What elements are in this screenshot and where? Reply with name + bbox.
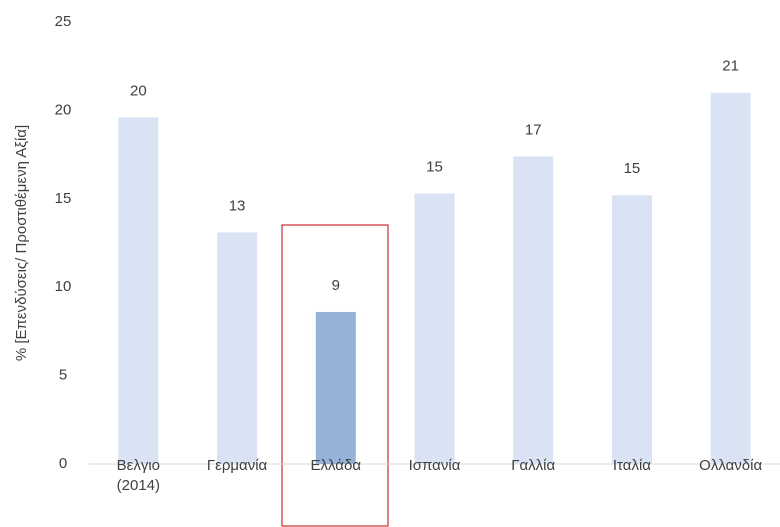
x-tick-label: Γαλλία bbox=[511, 457, 556, 474]
value-label: 13 bbox=[229, 197, 246, 214]
value-label: 21 bbox=[722, 58, 739, 75]
bar bbox=[217, 232, 258, 464]
bar bbox=[315, 311, 356, 464]
value-label: 15 bbox=[624, 160, 641, 177]
bar bbox=[118, 117, 159, 465]
value-label: 17 bbox=[525, 121, 542, 138]
y-tick-label: 20 bbox=[55, 101, 72, 118]
bar bbox=[513, 156, 554, 465]
bar bbox=[710, 92, 751, 464]
x-tick-label: Γερμανία bbox=[206, 457, 268, 474]
value-label: 20 bbox=[130, 82, 147, 99]
value-label: 15 bbox=[426, 158, 443, 175]
value-label: 9 bbox=[332, 277, 340, 294]
x-tick-label: Ελλάδα bbox=[310, 457, 362, 474]
y-tick-label: 5 bbox=[59, 367, 67, 384]
y-tick-label: 0 bbox=[59, 455, 67, 472]
bar bbox=[414, 193, 455, 464]
x-tick-label: Ολλανδία bbox=[699, 457, 763, 474]
y-axis-label: % [Επενδύσεις/ Προστιθέμενη Αξία] bbox=[13, 125, 30, 361]
y-tick-label: 25 bbox=[55, 13, 72, 30]
x-tick-label: Ιταλία bbox=[612, 457, 651, 474]
y-tick-label: 10 bbox=[55, 278, 72, 295]
x-tick-label: Ισπανία bbox=[408, 457, 461, 474]
bar bbox=[611, 195, 652, 464]
highlight-box bbox=[281, 224, 389, 527]
x-tick-label: Βελγιο (2014) bbox=[116, 457, 161, 494]
y-tick-label: 15 bbox=[55, 190, 72, 207]
